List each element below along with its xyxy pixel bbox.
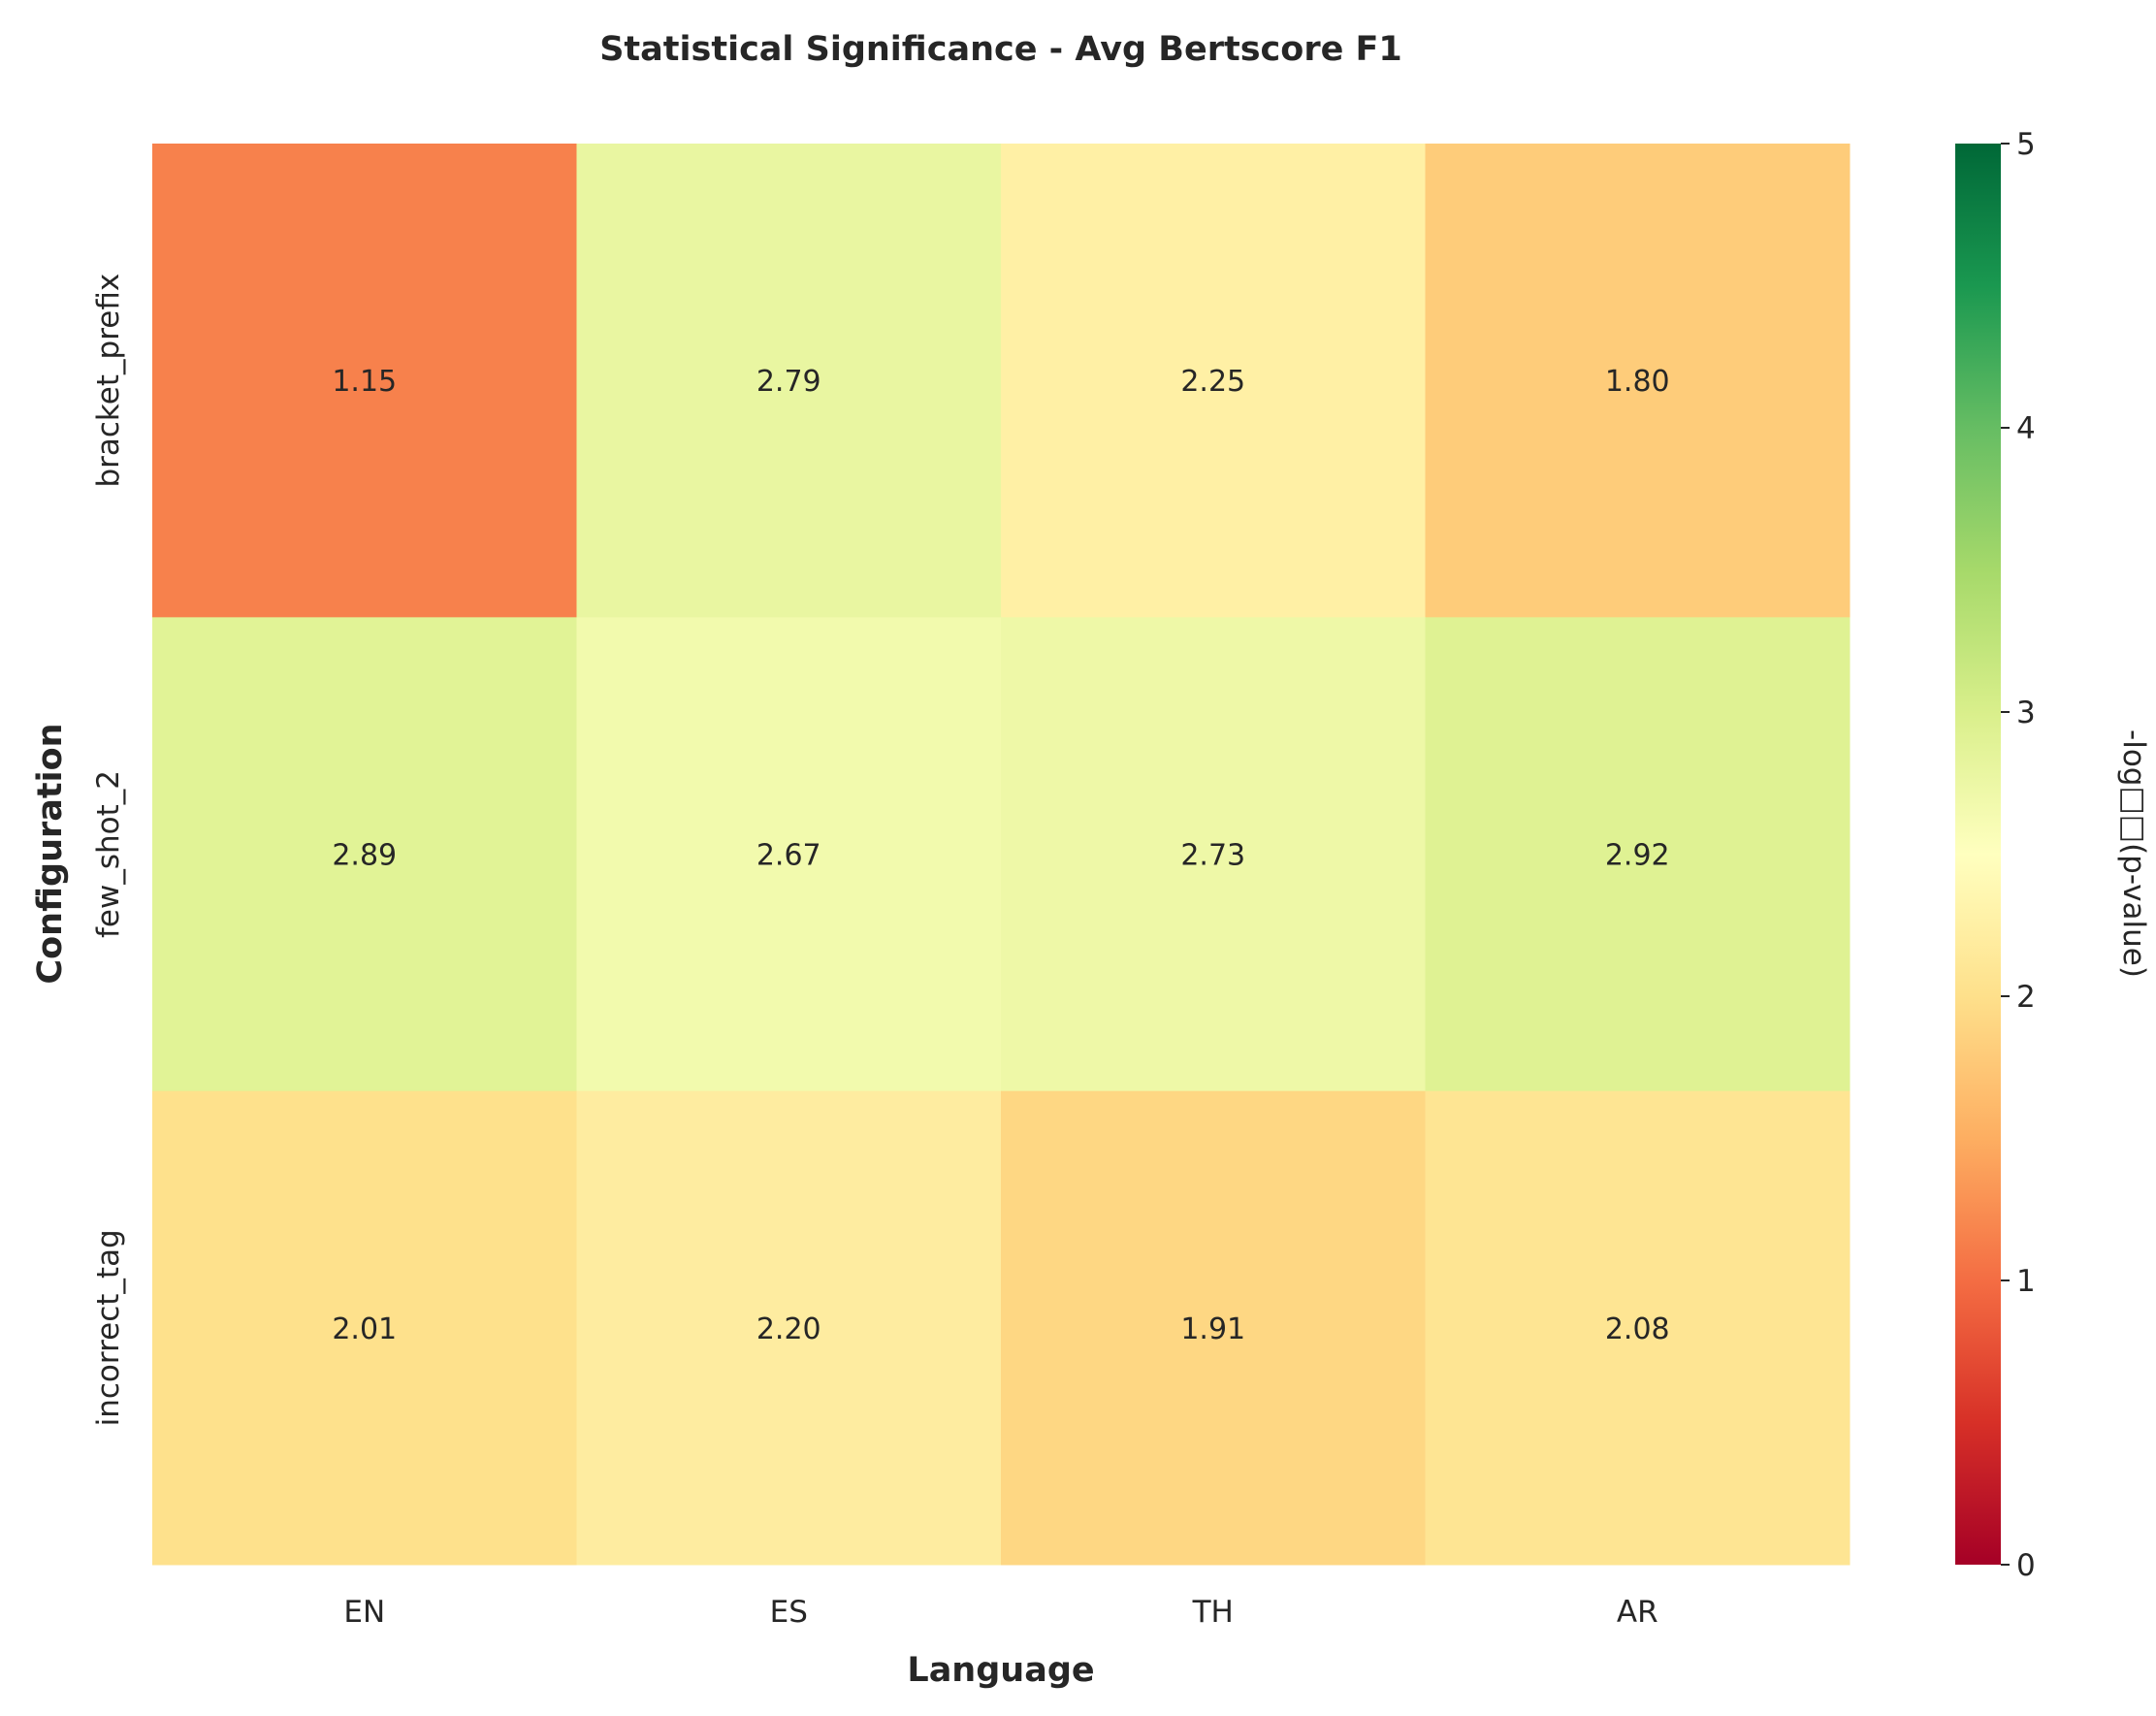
- y-axis-label: Configuration: [31, 723, 70, 984]
- heatmap-cell: [152, 617, 577, 1092]
- x-tick-label: TH: [1192, 1595, 1234, 1630]
- chart-title: Statistical Significance - Avg Bertscore…: [599, 30, 1402, 69]
- y-tick-label: bracket_prefix: [91, 274, 126, 488]
- x-tick-label: EN: [343, 1595, 385, 1630]
- colorbar-ticks: 0 1 2 3 4 5: [2001, 127, 2036, 1583]
- colorbar-tick-label: 0: [2016, 1548, 2036, 1583]
- heatmap-cell: [1001, 617, 1426, 1092]
- colorbar-tick-label: 3: [2016, 696, 2036, 730]
- colorbar-label: -log□□(p-value): [2116, 729, 2151, 978]
- heatmap-cell-label: 1.91: [1180, 1312, 1245, 1346]
- heatmap-cell-label: 2.89: [332, 839, 397, 873]
- x-tick-label: ES: [770, 1595, 808, 1630]
- heatmap-cell: [1425, 617, 1850, 1092]
- colorbar-tick-label: 1: [2016, 1264, 2036, 1299]
- heatmap-cell-label: 1.15: [332, 365, 397, 399]
- heatmap-cell-label: 2.67: [756, 839, 821, 873]
- heatmap-cells: [152, 144, 1850, 1566]
- heatmap-cell: [1001, 1090, 1426, 1566]
- heatmap-cell: [576, 1090, 1002, 1566]
- y-tick-label: incorrect_tag: [91, 1229, 126, 1426]
- heatmap-cell: [576, 144, 1002, 618]
- heatmap-cell: [152, 1090, 577, 1566]
- heatmap-cell-label: 2.73: [1180, 839, 1245, 873]
- heatmap-cell-label: 2.08: [1605, 1312, 1670, 1346]
- heatmap-cell: [1425, 144, 1850, 618]
- heatmap-cell: [152, 144, 577, 618]
- x-tick-label: AR: [1617, 1595, 1658, 1630]
- heatmap-cell-label: 2.79: [756, 365, 821, 399]
- y-tick-label: few_shot_2: [91, 770, 126, 938]
- heatmap-cell-labels: 1.15 2.79 2.25 1.80 2.89 2.67 2.73 2.92 2.01 2.20…: [332, 365, 1669, 1346]
- x-axis-ticks: EN ES TH AR: [343, 1595, 1657, 1630]
- heatmap-cell-label: 2.25: [1180, 365, 1245, 399]
- colorbar-tick-label: 4: [2016, 411, 2036, 446]
- heatmap-cell: [1425, 1090, 1850, 1566]
- heatmap-cell-label: 2.92: [1605, 839, 1670, 873]
- heatmap-cell-label: 2.20: [756, 1312, 821, 1346]
- colorbar-tick-label: 2: [2016, 980, 2036, 1015]
- x-axis-label: Language: [907, 1651, 1094, 1690]
- colorbar: [1955, 144, 2001, 1565]
- colorbar-tick-label: 5: [2016, 127, 2036, 162]
- heatmap-cell-label: 1.80: [1605, 365, 1670, 399]
- y-axis-ticks: bracket_prefix few_shot_2 incorrect_tag: [91, 274, 126, 1427]
- heatmap-cell-label: 2.01: [332, 1312, 397, 1346]
- heatmap-cell: [576, 617, 1002, 1092]
- heatmap-cell: [1001, 144, 1426, 618]
